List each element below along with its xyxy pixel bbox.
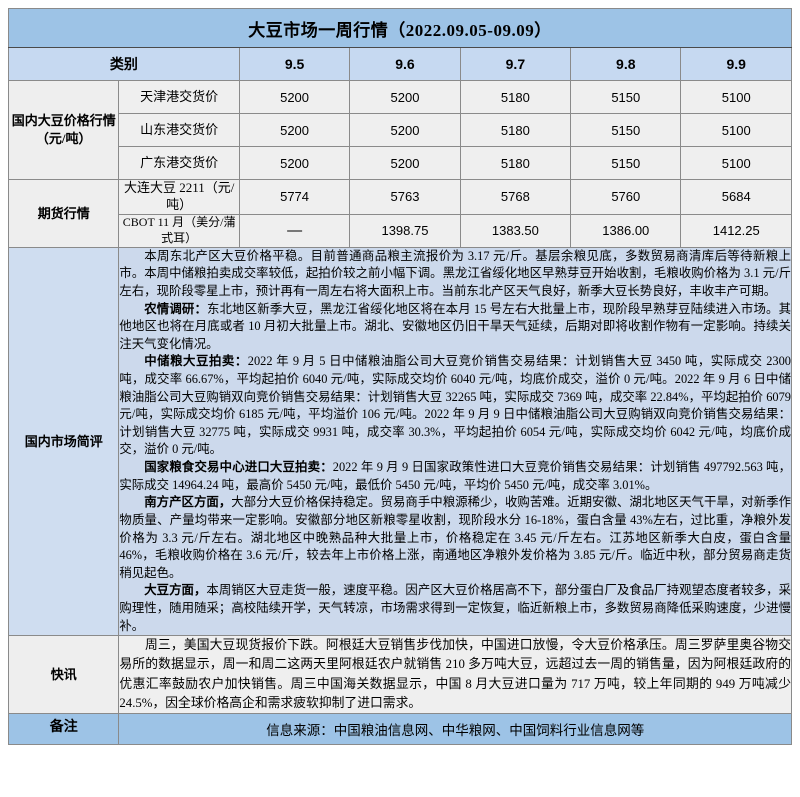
- news-body: 周三，美国大豆现货报价下跌。阿根廷大豆销售步伐加快，中国进口放慢，令大豆价格承压…: [118, 635, 792, 714]
- cell-guangdong-4: 5100: [680, 146, 792, 180]
- commentary-body: 本周东北产区大豆价格平稳。目前普通商品粮主流报价为 3.17 元/斤。基层余粮见…: [118, 246, 792, 637]
- category-header: 类别: [8, 47, 240, 81]
- commentary-text-5: 本周销区大豆走货一般，速度平稳。因产区大豆价格居高不下，部分蛋白厂及食品厂持观望…: [119, 583, 792, 633]
- commentary-paragraph-3: 国家粮食交易中心进口大豆拍卖：2022 年 9 月 9 日国家政策性进口大豆竞价…: [119, 459, 791, 494]
- cell-cbot-1: 1398.75: [349, 213, 461, 248]
- commentary-lead-2: 中储粮大豆拍卖：: [144, 354, 248, 369]
- table-row: 国内大豆价格行情（元/吨） 天津港交货价 5200 5200 5180 5150…: [7, 80, 792, 180]
- cell-guangdong-1: 5200: [349, 146, 461, 180]
- footer-row: 备注 信息来源：中国粮油信息网、中华粮网、中国饲料行业信息网等: [7, 712, 792, 745]
- cell-tianjin-0: 5200: [238, 80, 351, 114]
- cell-shandong-2: 5180: [459, 113, 572, 147]
- cell-cbot-4: 1412.25: [680, 213, 792, 248]
- section-label-commentary: 国内市场简评: [7, 246, 120, 637]
- section-label-news: 快讯: [7, 635, 120, 714]
- table-row: 广东港交货价 5200 5200 5180 5150 5100: [9, 146, 792, 180]
- commentary-lead-3: 国家粮食交易中心进口大豆拍卖：: [144, 460, 333, 475]
- cell-guangdong-3: 5150: [570, 146, 682, 180]
- table-row: 期货行情 大连大豆 2211（元/吨） 5774 5763 5768 5760 …: [7, 179, 792, 248]
- day-header-4: 9.9: [680, 47, 792, 81]
- source-note: 信息来源：中国粮油信息网、中华粮网、中国饲料行业信息网等: [118, 712, 792, 745]
- cell-cbot-2: 1383.50: [459, 213, 572, 248]
- day-header-2: 9.7: [459, 47, 572, 81]
- cell-tianjin-4: 5100: [680, 80, 792, 114]
- cell-dalian-0: 5774: [238, 179, 351, 215]
- row-name-dalian-2211: 大连大豆 2211（元/吨）: [118, 179, 240, 215]
- row-name-cbot-nov: CBOT 11 月（美分/蒲式耳）: [118, 213, 240, 248]
- commentary-text-2: 2022 年 9 月 5 日中储粮油脂公司大豆竞价销售交易结果：计划销售大豆 3…: [119, 354, 792, 457]
- section-label-futures: 期货行情: [7, 179, 120, 248]
- commentary-text-1: 东北地区新季大豆，黑龙江省绥化地区将在本月 15 号左右大批量上市，现阶段早熟芽…: [119, 301, 792, 351]
- news-row: 快讯 周三，美国大豆现货报价下跌。阿根廷大豆销售步伐加快，中国进口放慢，令大豆价…: [7, 635, 792, 714]
- row-name-shandong: 山东港交货价: [118, 113, 240, 147]
- commentary-paragraph-2: 中储粮大豆拍卖：2022 年 9 月 5 日中储粮油脂公司大豆竞价销售交易结果：…: [119, 353, 791, 459]
- day-header-1: 9.6: [349, 47, 461, 81]
- commentary-row: 国内市场简评 本周东北产区大豆价格平稳。目前普通商品粮主流报价为 3.17 元/…: [7, 246, 792, 637]
- commentary-paragraph-0: 本周东北产区大豆价格平稳。目前普通商品粮主流报价为 3.17 元/斤。基层余粮见…: [119, 248, 791, 301]
- report-title: 大豆市场一周行情（2022.09.05-09.09）: [8, 8, 792, 48]
- cell-tianjin-1: 5200: [349, 80, 461, 114]
- cell-tianjin-2: 5180: [459, 80, 572, 114]
- day-header-3: 9.8: [570, 47, 682, 81]
- cell-dalian-1: 5763: [349, 179, 461, 215]
- row-name-guangdong: 广东港交货价: [118, 146, 240, 180]
- news-text: 周三，美国大豆现货报价下跌。阿根廷大豆销售步伐加快，中国进口放慢，令大豆价格承压…: [119, 638, 791, 710]
- commentary-paragraph-4: 南方产区方面，大部分大豆价格保持稳定。贸易商手中粮源稀少，收购苦难。近期安徽、湖…: [119, 494, 791, 582]
- cell-cbot-3: 1386.00: [570, 213, 682, 248]
- commentary-lead-5: 大豆方面，: [144, 583, 207, 598]
- cell-dalian-4: 5684: [680, 179, 792, 215]
- section-label-domestic-price: 国内大豆价格行情（元/吨）: [7, 80, 120, 180]
- table-row: 山东港交货价 5200 5200 5180 5150 5100: [9, 113, 792, 147]
- table-row: CBOT 11 月（美分/蒲式耳） — 1398.75 1383.50 1386…: [9, 213, 792, 248]
- commentary-text-0: 本周东北产区大豆价格平稳。目前普通商品粮主流报价为 3.17 元/斤。基层余粮见…: [119, 248, 791, 298]
- title-row: 大豆市场一周行情（2022.09.05-09.09）: [8, 8, 792, 48]
- commentary-paragraph-1: 农情调研：东北地区新季大豆，黑龙江省绥化地区将在本月 15 号左右大批量上市，现…: [119, 301, 791, 354]
- day-header-0: 9.5: [238, 47, 351, 81]
- commentary-lead-1: 农情调研：: [144, 301, 208, 316]
- header-row: 类别 9.5 9.6 9.7 9.8 9.9: [8, 47, 792, 81]
- cell-guangdong-2: 5180: [459, 146, 572, 180]
- cell-shandong-4: 5100: [680, 113, 792, 147]
- row-name-tianjin: 天津港交货价: [118, 80, 240, 114]
- cell-guangdong-0: 5200: [238, 146, 351, 180]
- cell-shandong-3: 5150: [570, 113, 682, 147]
- commentary-lead-4: 南方产区方面，: [144, 495, 232, 510]
- commentary-text-4: 大部分大豆价格保持稳定。贸易商手中粮源稀少，收购苦难。近期安徽、湖北地区天气干旱…: [119, 495, 792, 580]
- section-label-footer: 备注: [7, 712, 120, 745]
- commentary-paragraph-5: 大豆方面，本周销区大豆走货一般，速度平稳。因产区大豆价格居高不下，部分蛋白厂及食…: [119, 582, 791, 635]
- cell-tianjin-3: 5150: [570, 80, 682, 114]
- soybean-weekly-report-table: 大豆市场一周行情（2022.09.05-09.09） 类别 9.5 9.6 9.…: [7, 8, 792, 745]
- commentary-text-3: 2022 年 9 月 9 日国家政策性进口大豆竞价销售交易结果：计划销售 497…: [119, 460, 792, 492]
- cell-cbot-0: —: [238, 213, 351, 248]
- cell-dalian-2: 5768: [459, 179, 572, 215]
- cell-shandong-1: 5200: [349, 113, 461, 147]
- cell-dalian-3: 5760: [570, 179, 682, 215]
- cell-shandong-0: 5200: [238, 113, 351, 147]
